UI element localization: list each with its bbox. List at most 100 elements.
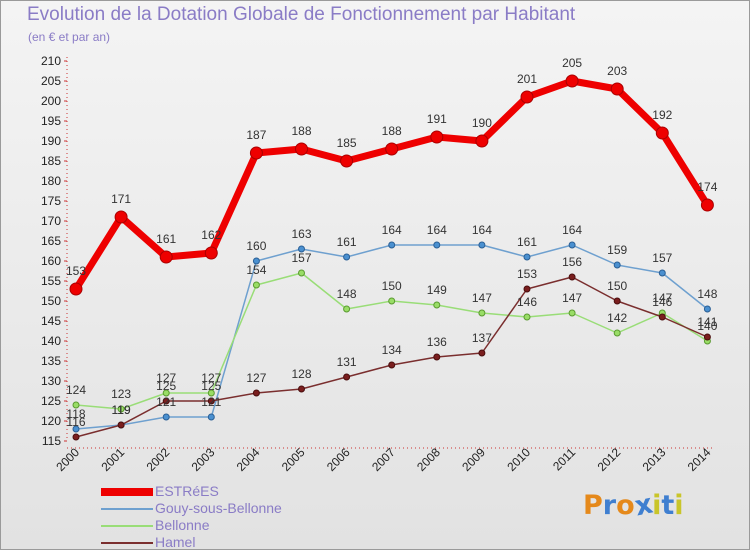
y-tick-label: 190 [41, 134, 61, 148]
data-point-estrees [159, 250, 173, 264]
data-label-gouy: 121 [201, 395, 221, 409]
data-point-bellonne [72, 401, 80, 409]
data-label-hamel: 119 [112, 403, 131, 417]
data-point-gouy [613, 261, 621, 269]
data-point-bellonne [207, 389, 215, 397]
data-point-hamel [207, 397, 215, 405]
legend-label: Hamel [155, 534, 196, 550]
y-tick-label: 160 [41, 254, 61, 268]
data-label-gouy: 118 [66, 407, 85, 421]
axes: 115 120 125 130 135 140 145 150 155 160 165 170 175 1… [41, 54, 714, 474]
data-point-bellonne [162, 389, 170, 397]
data-label-estrees: 190 [472, 116, 492, 130]
data-point-hamel [343, 373, 351, 381]
y-tick-label: 205 [41, 74, 61, 88]
data-point-gouy [703, 305, 711, 313]
x-tick-label: 2005 [279, 445, 308, 474]
data-point-bellonne [478, 309, 486, 317]
data-label-hamel: 137 [472, 331, 492, 345]
data-label-bellonne: 142 [607, 311, 627, 325]
data-label-gouy: 160 [246, 239, 266, 253]
data-point-hamel [568, 273, 576, 281]
data-label-bellonne: 124 [66, 383, 86, 397]
data-label-hamel: 136 [427, 335, 447, 349]
data-point-estrees [475, 134, 489, 148]
data-label-hamel: 146 [652, 295, 672, 309]
data-point-estrees [430, 130, 444, 144]
data-point-gouy [343, 253, 351, 261]
logo-letter: t [661, 490, 675, 521]
x-tick-label: 2013 [640, 445, 669, 474]
data-label-estrees: 205 [562, 56, 582, 70]
data-point-estrees [520, 90, 534, 104]
data-point-estrees [700, 198, 714, 212]
y-tick-label: 200 [41, 94, 61, 108]
x-tick-label: 2006 [324, 445, 353, 474]
data-label-bellonne: 146 [517, 295, 537, 309]
data-point-estrees [114, 210, 128, 224]
y-tick-label: 165 [41, 234, 61, 248]
x-tick-label: 2012 [595, 445, 624, 474]
data-label-bellonne: 127 [201, 371, 221, 385]
data-label-estrees: 153 [66, 264, 86, 278]
data-label-estrees: 185 [337, 136, 357, 150]
data-label-gouy: 164 [472, 223, 492, 237]
data-label-hamel: 125 [156, 379, 176, 393]
data-label-bellonne: 157 [291, 251, 311, 265]
x-tick-label: 2000 [53, 445, 82, 474]
data-label-estrees: 187 [246, 128, 266, 142]
y-tick-label: 130 [41, 374, 61, 388]
x-tick-label: 2002 [144, 445, 173, 474]
data-point-gouy [298, 245, 305, 253]
legend-label: ESTRéES [155, 483, 219, 499]
chart-subtitle: (en € et par an) [28, 30, 111, 44]
data-label-gouy: 161 [517, 235, 537, 249]
legend-label: Bellonne [155, 517, 210, 533]
data-point-estrees [249, 146, 263, 160]
data-point-bellonne [343, 305, 351, 313]
x-tick-label: 2014 [685, 445, 714, 474]
y-tick-label: 210 [41, 54, 61, 68]
data-point-estrees [385, 142, 399, 156]
data-point-estrees [69, 282, 83, 296]
legend-swatch [101, 508, 153, 510]
data-label-bellonne: 148 [337, 287, 357, 301]
x-tick-label: 2003 [189, 445, 218, 474]
legend-swatch [101, 488, 153, 496]
y-tick-label: 170 [41, 214, 61, 228]
data-label-bellonne: 127 [156, 371, 176, 385]
data-label-estrees: 203 [607, 64, 627, 78]
data-point-hamel [72, 433, 80, 441]
y-tick-label: 195 [41, 114, 61, 128]
data-label-gouy: 161 [337, 235, 357, 249]
data-point-gouy [162, 413, 170, 421]
data-point-gouy [523, 253, 531, 261]
y-tick-label: 120 [41, 414, 61, 428]
data-point-gouy [568, 241, 576, 249]
data-point-bellonne [613, 329, 621, 337]
x-tick-label: 2011 [550, 445, 578, 473]
y-tick-label: 145 [41, 314, 61, 328]
data-point-bellonne [388, 297, 396, 305]
data-label-bellonne: 154 [246, 263, 266, 277]
data-label-estrees: 191 [427, 112, 447, 126]
series-gouy [72, 241, 711, 433]
data-point-bellonne [433, 301, 441, 309]
data-point-bellonne [117, 405, 125, 413]
proxiti-logo: Proxiti [583, 489, 684, 523]
data-label-bellonne: 140 [697, 319, 717, 333]
data-point-bellonne [252, 281, 260, 289]
data-point-hamel [658, 313, 666, 321]
data-point-bellonne [298, 269, 305, 277]
data-label-hamel: 125 [201, 379, 221, 393]
data-label-hamel: 116 [66, 415, 85, 429]
data-label-hamel: 134 [382, 343, 402, 357]
data-point-hamel [388, 361, 396, 369]
data-label-gouy: 163 [291, 227, 311, 241]
data-point-gouy [478, 241, 486, 249]
data-point-gouy [72, 425, 80, 433]
data-point-hamel [478, 349, 486, 357]
data-point-estrees [204, 246, 218, 260]
